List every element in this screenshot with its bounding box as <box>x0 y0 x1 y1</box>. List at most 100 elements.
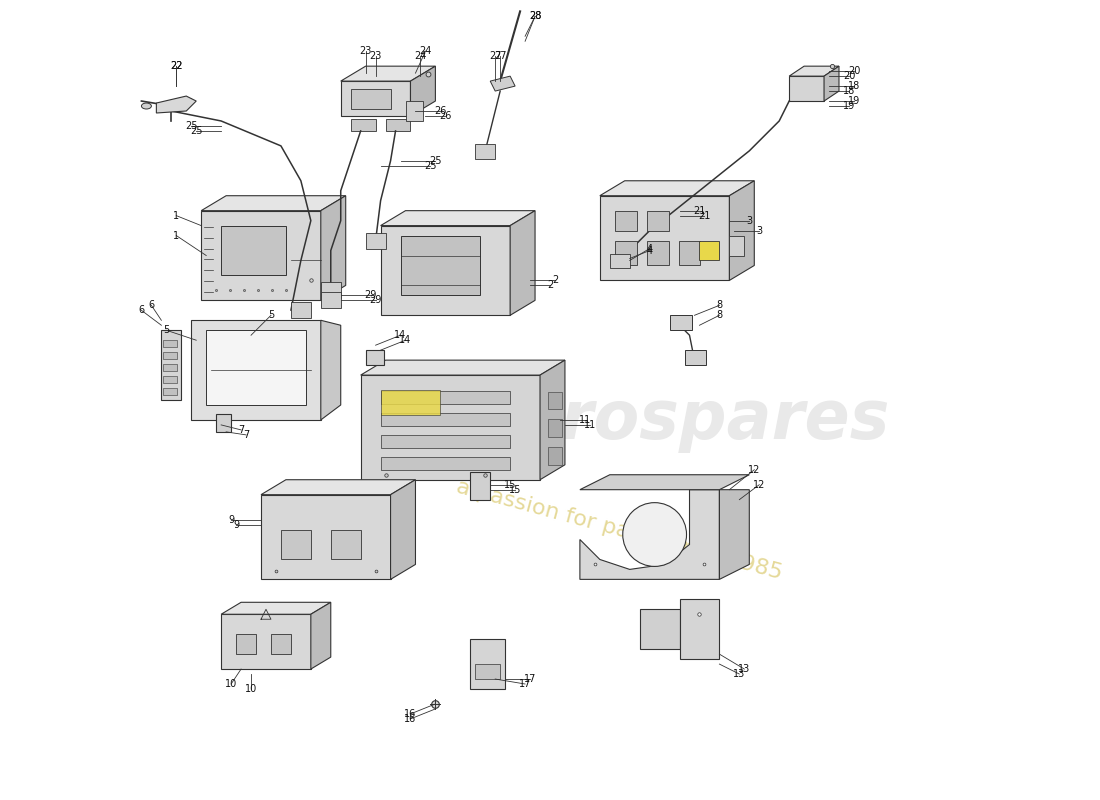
Text: 5: 5 <box>267 310 274 320</box>
Text: 18: 18 <box>848 81 860 91</box>
Bar <box>729 235 745 255</box>
Text: 6: 6 <box>139 306 144 315</box>
Text: 23: 23 <box>360 46 372 56</box>
Bar <box>615 210 637 230</box>
Bar <box>163 388 177 395</box>
Text: 13: 13 <box>738 664 750 674</box>
Bar <box>381 390 440 415</box>
Text: eurospares: eurospares <box>469 387 890 453</box>
Polygon shape <box>510 210 535 315</box>
Bar <box>163 340 177 347</box>
Text: 19: 19 <box>843 101 855 111</box>
Bar <box>163 376 177 383</box>
Text: 25: 25 <box>425 161 437 171</box>
Bar <box>381 413 510 426</box>
Text: 25: 25 <box>190 126 202 136</box>
Bar <box>406 101 424 121</box>
Bar <box>290 302 311 318</box>
Circle shape <box>623 502 686 566</box>
Polygon shape <box>789 76 824 101</box>
Text: 28: 28 <box>529 11 541 22</box>
Polygon shape <box>261 480 416 494</box>
Bar <box>475 144 495 159</box>
Polygon shape <box>381 210 535 226</box>
Polygon shape <box>341 81 410 116</box>
Text: 14: 14 <box>399 335 411 346</box>
Text: 9: 9 <box>233 519 239 530</box>
Polygon shape <box>381 226 510 315</box>
Polygon shape <box>361 375 540 480</box>
Text: 3: 3 <box>746 216 752 226</box>
Polygon shape <box>789 66 839 76</box>
Bar <box>365 350 384 365</box>
Text: 16: 16 <box>405 709 417 719</box>
Text: 14: 14 <box>395 330 407 340</box>
Bar <box>381 391 510 404</box>
Bar <box>351 119 375 131</box>
Text: 15: 15 <box>509 485 521 494</box>
Text: 22: 22 <box>170 61 183 71</box>
Text: 15: 15 <box>504 480 516 490</box>
Bar <box>548 447 562 466</box>
Bar <box>162 330 182 400</box>
Polygon shape <box>729 181 755 281</box>
Polygon shape <box>311 602 331 669</box>
Text: 3: 3 <box>756 226 762 235</box>
Bar <box>647 210 669 230</box>
Text: 4: 4 <box>647 246 652 255</box>
Text: 4: 4 <box>647 243 652 254</box>
Text: 18: 18 <box>843 86 855 96</box>
Text: 20: 20 <box>843 71 855 81</box>
Text: 28: 28 <box>529 11 541 22</box>
Bar <box>548 391 562 410</box>
Text: 12: 12 <box>748 465 760 474</box>
Text: 10: 10 <box>226 679 238 689</box>
Polygon shape <box>221 602 331 614</box>
Polygon shape <box>201 196 345 210</box>
Text: 26: 26 <box>434 106 447 116</box>
Text: 23: 23 <box>370 51 382 61</box>
Text: 12: 12 <box>754 480 766 490</box>
Bar <box>217 414 231 432</box>
Bar <box>640 610 680 649</box>
Bar <box>365 233 386 249</box>
Text: 8: 8 <box>716 310 723 320</box>
Polygon shape <box>540 360 565 480</box>
Bar <box>475 664 500 679</box>
Polygon shape <box>491 76 515 91</box>
Bar <box>471 639 505 689</box>
Polygon shape <box>321 320 341 420</box>
Text: 21: 21 <box>693 206 706 216</box>
Bar <box>381 435 510 448</box>
Text: 1: 1 <box>173 210 179 221</box>
Text: 8: 8 <box>716 300 723 310</box>
Text: 29: 29 <box>364 290 377 300</box>
Text: 26: 26 <box>439 111 452 121</box>
Text: 2: 2 <box>547 280 553 290</box>
Text: 7: 7 <box>238 425 244 435</box>
Polygon shape <box>410 66 436 116</box>
Text: 13: 13 <box>734 669 746 679</box>
Text: 11: 11 <box>579 415 591 425</box>
Text: 2: 2 <box>552 275 558 286</box>
Polygon shape <box>600 181 755 196</box>
Bar <box>236 634 256 654</box>
Text: 17: 17 <box>524 674 537 684</box>
Text: 5: 5 <box>163 326 169 335</box>
Polygon shape <box>580 474 749 490</box>
Bar <box>400 235 481 295</box>
Text: 16: 16 <box>405 714 417 724</box>
Polygon shape <box>321 196 345 300</box>
Text: 20: 20 <box>848 66 860 76</box>
Bar <box>647 241 669 266</box>
Bar <box>670 315 692 330</box>
Text: 11: 11 <box>584 420 596 430</box>
Text: 24: 24 <box>419 46 431 56</box>
Polygon shape <box>201 210 321 300</box>
Text: 6: 6 <box>148 300 154 310</box>
Text: 1: 1 <box>173 230 179 241</box>
Polygon shape <box>719 490 749 579</box>
Bar <box>548 419 562 438</box>
Text: 9: 9 <box>228 514 234 525</box>
Text: a passion for parts since 1985: a passion for parts since 1985 <box>454 476 785 583</box>
